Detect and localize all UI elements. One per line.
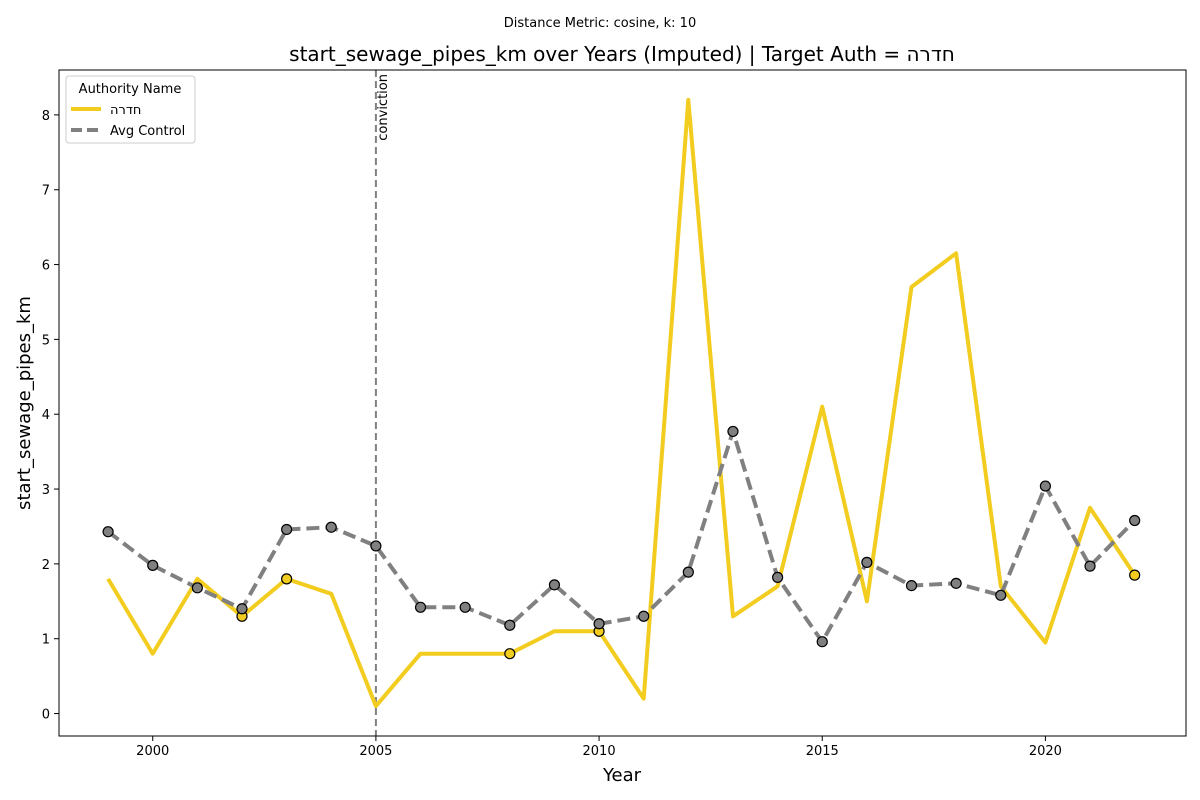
control-line <box>106 429 1137 644</box>
x-tick-label: 2005 <box>359 744 392 759</box>
y-tick-label: 8 <box>42 109 50 124</box>
plot-area: 2000 2005 2010 2015 2020 0 1 2 3 4 5 6 7 8 conviction <box>42 70 1141 759</box>
legend: Authority Name חדרה Avg Control <box>65 75 196 144</box>
control-point <box>1039 480 1052 492</box>
control-point <box>191 582 203 594</box>
control-point <box>772 571 784 583</box>
x-tick-label: 2000 <box>136 744 169 759</box>
x-tick-label: 2020 <box>1029 744 1062 759</box>
control-point <box>459 601 471 613</box>
y-tick-label: 3 <box>42 483 50 498</box>
control-point <box>281 523 293 536</box>
legend-label-control: Avg Control <box>110 124 185 139</box>
legend-label-target: חדרה <box>110 103 141 118</box>
chart-suptitle: Distance Metric: cosine, k: 10 <box>504 16 696 31</box>
control-point <box>682 566 694 578</box>
y-tick-label: 0 <box>42 708 50 723</box>
control-point <box>236 603 248 615</box>
control-point <box>816 636 828 648</box>
target-point <box>504 648 516 660</box>
control-point <box>504 619 516 631</box>
control-point <box>414 601 427 613</box>
x-axis-label: Year <box>602 765 642 786</box>
control-point <box>861 556 873 568</box>
y-tick-label: 5 <box>42 333 50 348</box>
legend-box <box>65 75 196 144</box>
control-point <box>102 526 114 538</box>
control-point <box>905 579 918 592</box>
legend-title: Authority Name <box>79 82 182 97</box>
y-tick-label: 4 <box>42 408 50 423</box>
control-point <box>1084 560 1096 572</box>
y-tick-label: 2 <box>42 558 50 573</box>
target-point <box>1129 569 1141 581</box>
control-point <box>370 540 382 552</box>
y-tick-label: 6 <box>42 259 50 274</box>
y-tick-label: 7 <box>42 184 50 199</box>
chart-title: start_sewage_pipes_km over Years (Impute… <box>289 42 955 66</box>
control-point <box>727 425 739 438</box>
target-point <box>281 573 293 585</box>
control-point <box>548 579 561 591</box>
control-point <box>1129 514 1141 527</box>
target-line <box>106 97 1137 709</box>
axes-frame <box>58 69 1187 737</box>
y-tick-label: 1 <box>42 633 50 648</box>
y-axis-label: start_sewage_pipes_km <box>14 296 35 510</box>
x-tick-label: 2015 <box>806 744 839 759</box>
control-point <box>950 577 962 589</box>
control-point <box>325 521 337 533</box>
control-point <box>147 559 159 571</box>
control-point <box>638 610 650 622</box>
conviction-label: conviction <box>376 74 391 141</box>
control-point <box>995 589 1007 601</box>
control-point <box>593 618 605 630</box>
x-tick-label: 2010 <box>583 744 616 759</box>
